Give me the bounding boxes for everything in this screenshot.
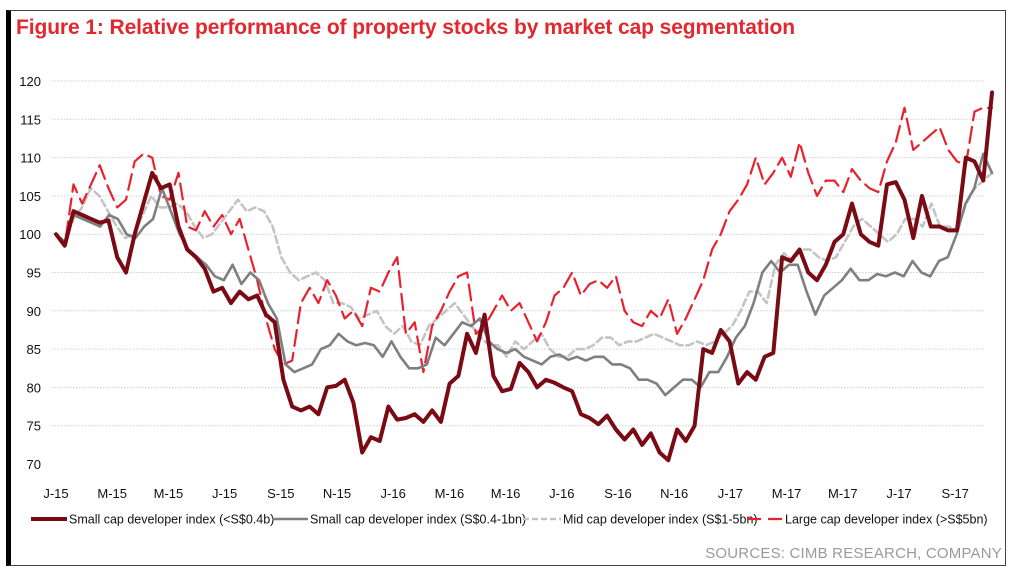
y-tick-label: 110	[20, 151, 41, 166]
x-tick-label: M-16	[491, 486, 521, 501]
series-line-0	[54, 90, 994, 463]
legend-label: Large cap developer index (>S$5bn)	[785, 513, 988, 527]
x-axis: J-15 M-15 M-15 J-15 S-15 N-15 J-16 M-16 M-16 J-16…	[43, 486, 969, 501]
x-tick-label: M-17	[772, 486, 802, 501]
x-tick-label: S-15	[267, 486, 294, 501]
y-tick-label: 70	[27, 457, 41, 472]
x-tick-label: J-15	[212, 486, 237, 501]
x-tick-label: J-17	[886, 486, 911, 501]
legend-label: Small cap developer index (<S$0.4b)	[69, 513, 274, 527]
x-tick-label: M-16	[435, 486, 465, 501]
x-tick-label: J-16	[381, 486, 406, 501]
legend-label: Small cap developer index (S$0.4-1bn)	[310, 513, 526, 527]
x-tick-label: J-17	[718, 486, 743, 501]
y-tick-label: 75	[27, 419, 41, 434]
legend-label: Mid cap developer index (S$1-5bn)	[563, 513, 758, 527]
x-tick-label: S-16	[604, 486, 631, 501]
x-tick-label: M-15	[154, 486, 184, 501]
x-tick-label: S-17	[941, 486, 968, 501]
series-line-2	[54, 171, 994, 359]
y-tick-label: 95	[27, 266, 41, 281]
y-tick-label: 105	[19, 189, 41, 204]
figure-frame	[6, 10, 1006, 566]
y-tick-label: 85	[27, 342, 41, 357]
x-tick-label: J-16	[549, 486, 574, 501]
series-line-1	[54, 152, 994, 397]
x-tick-label: J-15	[43, 486, 68, 501]
figure-title: Figure 1: Relative performance of proper…	[16, 16, 795, 39]
source-note: SOURCES: CIMB RESEARCH, COMPANY	[705, 545, 1002, 562]
series-line-3	[54, 106, 994, 374]
series-lines	[54, 90, 994, 463]
legend: Small cap developer index (<S$0.4b) Small…	[31, 513, 988, 527]
x-tick-label: N-16	[660, 486, 688, 501]
y-tick-label: 80	[27, 380, 41, 395]
y-tick-label: 115	[20, 112, 41, 127]
x-tick-label: M-17	[828, 486, 858, 501]
y-tick-label: 90	[27, 304, 41, 319]
y-axis: 120 115 110 105 100 95 90 85 80 75 70	[19, 74, 41, 472]
gridlines	[52, 80, 985, 427]
x-tick-label: M-15	[97, 486, 127, 501]
y-tick-label: 120	[19, 74, 41, 89]
x-tick-label: N-15	[323, 486, 351, 501]
y-tick-label: 100	[19, 227, 41, 242]
